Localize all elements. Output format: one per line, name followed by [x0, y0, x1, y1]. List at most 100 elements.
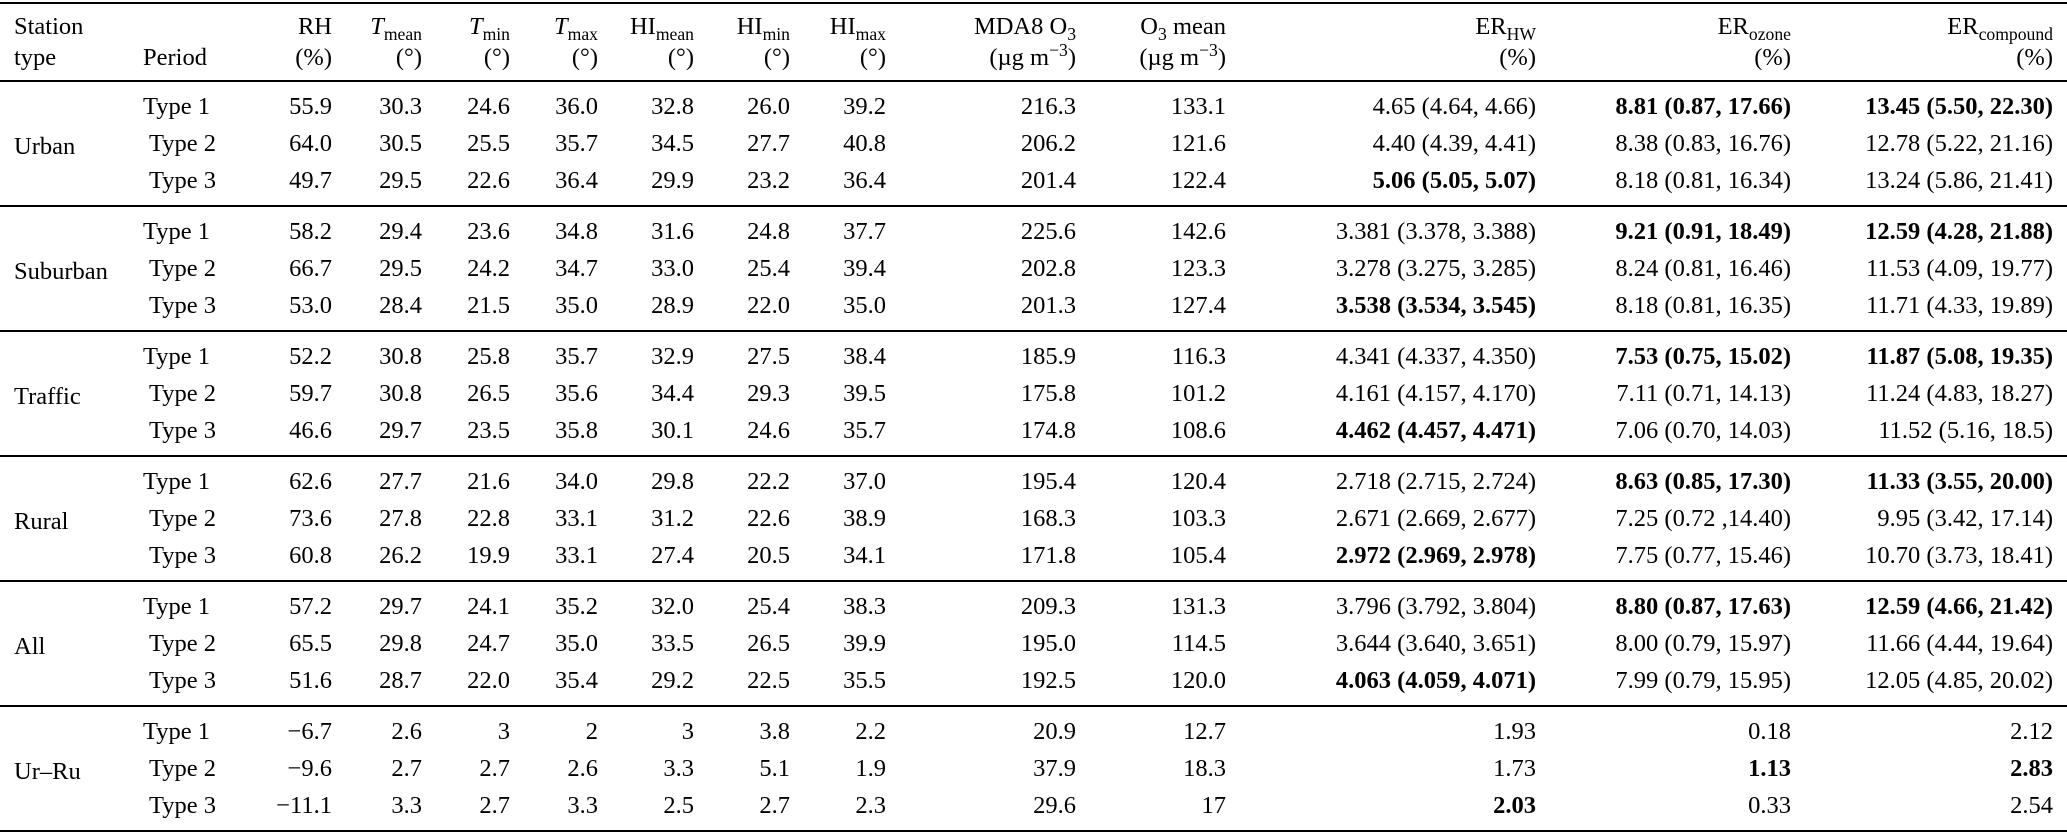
value-cell-himax: 38.9 [843, 505, 886, 532]
value-cell-rh: 64.0 [289, 130, 332, 157]
value-cell-o3mean: 18.3 [1183, 755, 1226, 782]
value-cell-o3mean: 133.1 [1170, 93, 1226, 120]
value-cell-tmin: 3 [430, 705, 518, 750]
value-cell-tmax: 2.6 [567, 755, 598, 782]
period-cell: Type 3 [149, 667, 217, 694]
value-cell-ercomp: 11.53 (4.09, 19.77) [1866, 255, 2053, 282]
period-cell: Type 1 [135, 330, 245, 375]
value-cell-erhw: 4.161 (4.157, 4.170) [1335, 380, 1536, 407]
period-cell: Type 1 [135, 705, 245, 750]
value-cell-o3mean: 120.4 [1084, 455, 1234, 500]
period-cell: Type 2 [149, 505, 217, 532]
value-cell-tmean: 28.4 [379, 292, 422, 319]
value-cell-himin: 22.5 [747, 667, 790, 694]
value-cell-ercomp: 12.78 (5.22, 21.16) [1865, 130, 2053, 157]
value-cell-mda8: 37.9 [1033, 755, 1076, 782]
column-header-himax: HImax (°) [798, 3, 894, 82]
value-cell-rh: −6.7 [245, 705, 340, 750]
value-cell-himax: 37.0 [798, 455, 894, 500]
value-cell-himax: 39.4 [843, 255, 886, 282]
table-row: All Type 1 57.2 29.7 24.1 35.2 32.0 25.4 38.3 209… [0, 580, 2067, 706]
value-cell-rh: 46.6 [289, 417, 332, 444]
value-cell-tmean: 27.7 [340, 455, 430, 500]
value-cell-erhw: 3.796 (3.792, 3.804) [1234, 580, 1544, 625]
value-cell-mda8: 206.2 [1020, 130, 1076, 157]
value-cell-erozone: 0.33 [1748, 792, 1791, 819]
station-type-cell: Rural [0, 455, 135, 581]
value-cell-himin: 27.5 [702, 330, 798, 375]
value-cell-himax: 36.4 [843, 167, 886, 194]
column-header-ercomp: ERcompound (%) [1799, 3, 2067, 82]
value-cell-tmin: 22.0 [467, 667, 510, 694]
value-cell-tmean: 3.3 [391, 792, 422, 819]
value-cell-ercomp: 13.45 (5.50, 22.30) [1865, 93, 2053, 120]
value-cell-mda8: 195.4 [894, 455, 1084, 500]
table-row: Type 3 46.6 29.7 23.5 35.8 30.1 24.6 35.7 174.8 1… [0, 412, 2067, 456]
period-cell: Type 2 [149, 255, 217, 282]
value-cell-himax: 1.9 [855, 755, 886, 782]
value-cell-rh: 57.2 [245, 580, 340, 625]
value-cell-himean: 30.1 [651, 417, 694, 444]
table-row: Type 2 73.6 27.8 22.8 33.1 31.2 22.6 38.9 168.3 1… [0, 500, 2067, 537]
value-cell-himin: 25.4 [747, 255, 790, 282]
value-cell-tmax: 34.0 [518, 455, 606, 500]
value-cell-o3mean: 123.3 [1170, 255, 1226, 282]
value-cell-tmax: 36.0 [555, 93, 598, 120]
value-cell-erhw: 2.03 [1493, 792, 1536, 819]
value-cell-rh: 59.7 [289, 380, 332, 407]
period-cell: Type 3 [149, 542, 217, 569]
value-cell-himin: 26.5 [747, 630, 790, 657]
value-cell-himin: 24.6 [747, 417, 790, 444]
value-cell-rh: 58.2 [245, 205, 340, 250]
table-row: Ur–Ru Type 1 −6.7 2.6 3 2 3 3.8 2.2 20.9 12.7 1.93 0… [0, 705, 2067, 831]
value-cell-tmean: 27.8 [379, 505, 422, 532]
table-row: Type 3 −11.1 3.3 2.7 3.3 2.5 2.7 2.3 29.6 17 2.03 0… [0, 787, 2067, 831]
value-cell-ercomp: 11.66 (4.44, 19.64) [1866, 630, 2053, 657]
value-cell-rh: 51.6 [289, 667, 332, 694]
table-row: Type 2 65.5 29.8 24.7 35.0 33.5 26.5 39.9 195.0 1… [0, 625, 2067, 662]
column-header-rh: RH (%) [245, 3, 340, 82]
value-cell-himin: 3.8 [702, 705, 798, 750]
value-cell-o3mean: 142.6 [1084, 205, 1234, 250]
value-cell-tmean: 28.7 [379, 667, 422, 694]
value-cell-himean: 29.8 [606, 455, 702, 500]
value-cell-tmax: 35.0 [555, 292, 598, 319]
table-row: Rural Type 1 62.6 27.7 21.6 34.0 29.8 22.2 37.0 1… [0, 455, 2067, 581]
value-cell-o3mean: 116.3 [1084, 330, 1234, 375]
value-cell-mda8: 175.8 [1020, 380, 1076, 407]
value-cell-rh: −9.6 [287, 755, 332, 782]
table-row: Type 2 66.7 29.5 24.2 34.7 33.0 25.4 39.4 202.8 1… [0, 250, 2067, 287]
table-body: Urban Type 1 55.9 30.3 24.6 36.0 32.8 26.0 39.2 2… [0, 81, 2067, 831]
value-cell-himean: 33.0 [651, 255, 694, 282]
column-header-mda8: MDA8 O3 (µg m−3) [894, 3, 1084, 82]
period-cell: Type 3 [149, 792, 217, 819]
value-cell-himin: 22.2 [702, 455, 798, 500]
value-cell-o3mean: 101.2 [1170, 380, 1226, 407]
value-cell-tmean: 29.5 [379, 167, 422, 194]
table-row: Type 2 59.7 30.8 26.5 35.6 34.4 29.3 39.5 175.8 1… [0, 375, 2067, 412]
station-type-cell: All [0, 580, 135, 706]
period-cell: Type 1 [135, 580, 245, 625]
value-cell-erhw: 3.538 (3.534, 3.545) [1335, 292, 1536, 319]
value-cell-tmean: 2.7 [391, 755, 422, 782]
value-cell-tmax: 35.8 [555, 417, 598, 444]
value-cell-tmean: 29.7 [379, 417, 422, 444]
value-cell-himean: 32.9 [606, 330, 702, 375]
value-cell-tmax: 35.4 [555, 667, 598, 694]
value-cell-himean: 32.0 [606, 580, 702, 625]
value-cell-himax: 34.1 [843, 542, 886, 569]
value-cell-tmin: 26.5 [467, 380, 510, 407]
value-cell-himean: 31.6 [606, 205, 702, 250]
value-cell-o3mean: 114.5 [1171, 630, 1226, 657]
value-cell-tmin: 24.6 [467, 93, 510, 120]
value-cell-erhw: 2.671 (2.669, 2.677) [1335, 505, 1536, 532]
value-cell-himean: 2.5 [663, 792, 694, 819]
value-cell-tmin: 24.1 [430, 580, 518, 625]
value-cell-erhw: 4.063 (4.059, 4.071) [1335, 667, 1536, 694]
value-cell-tmin: 23.5 [467, 417, 510, 444]
value-cell-erozone: 8.18 (0.81, 16.34) [1615, 167, 1791, 194]
value-cell-erozone: 8.24 (0.81, 16.46) [1615, 255, 1791, 282]
value-cell-himean: 29.2 [651, 667, 694, 694]
value-cell-tmax: 35.2 [518, 580, 606, 625]
